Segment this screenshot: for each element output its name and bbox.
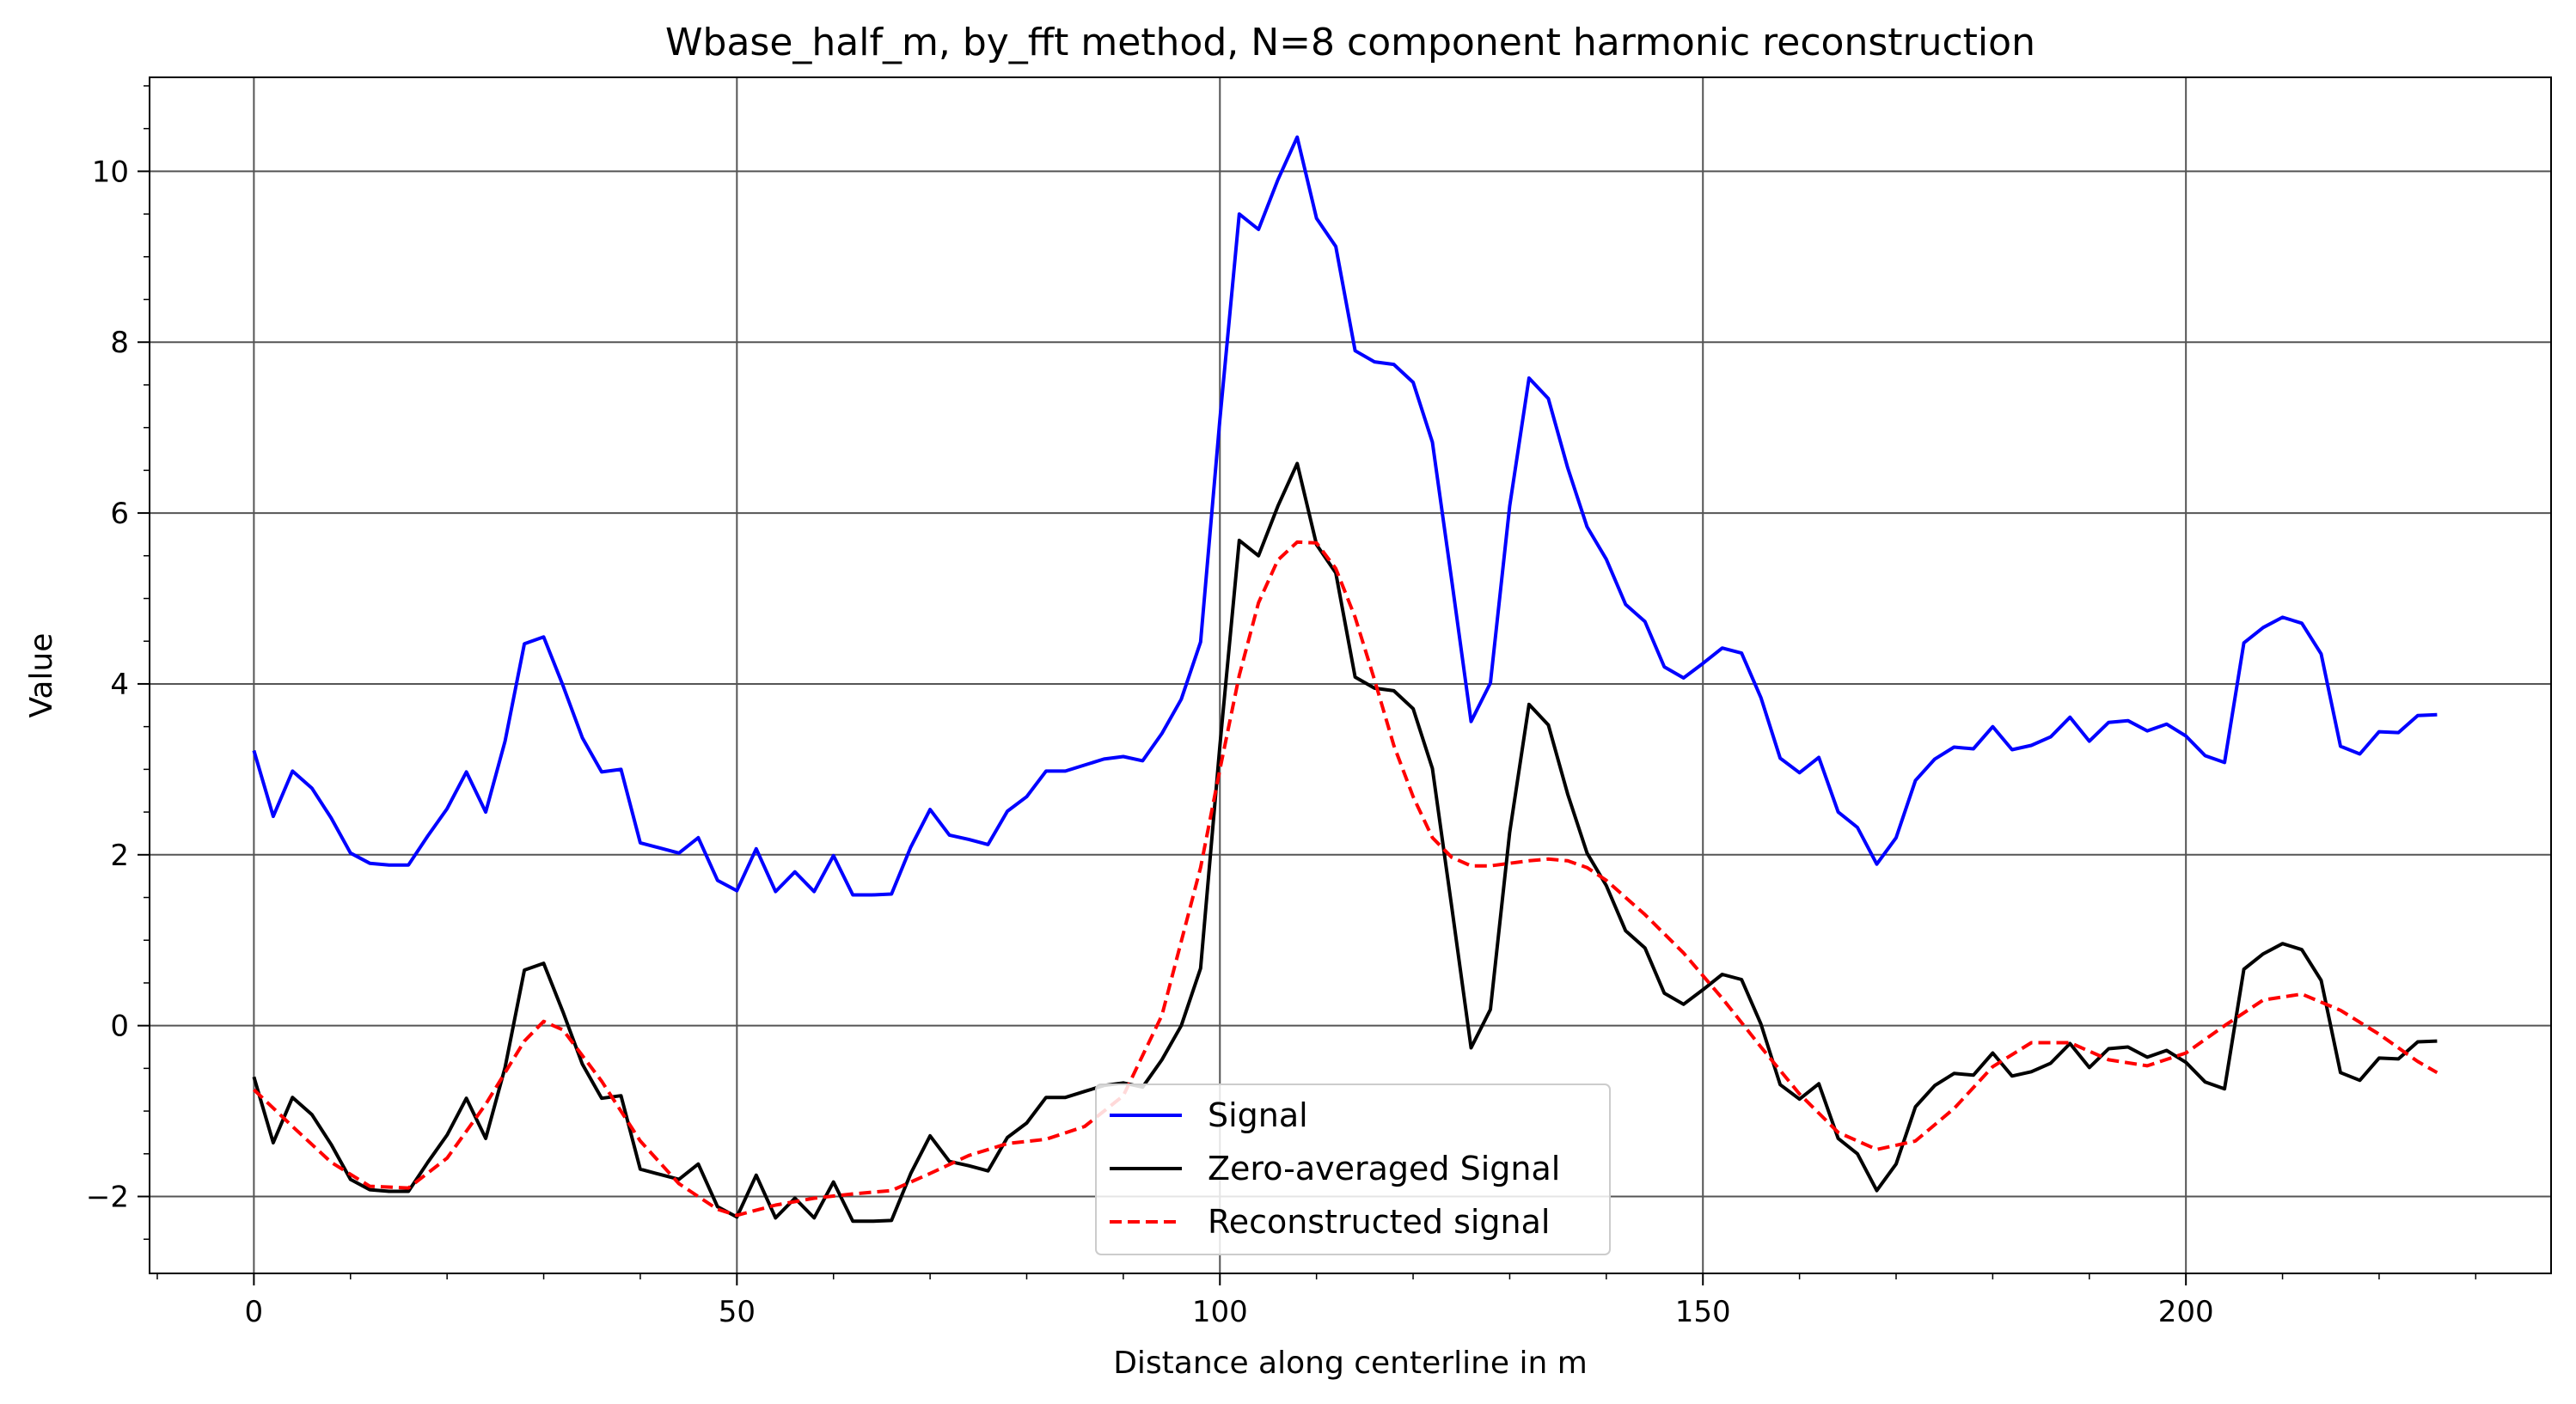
legend-label-1: Zero-averaged Signal <box>1208 1150 1560 1187</box>
legend: Signal Zero-averaged Signal Reconstructed … <box>1095 1084 1611 1255</box>
legend-label-0: Signal <box>1208 1096 1308 1134</box>
series-line-2 <box>253 540 2438 1218</box>
y-tick-label: 10 <box>92 155 129 189</box>
x-tick-label: 200 <box>2158 1295 2214 1329</box>
y-tick-label: 8 <box>110 326 129 360</box>
x-tick-label: 100 <box>1192 1295 1248 1329</box>
series-line-0 <box>252 135 2438 897</box>
x-axis-label: Distance along centerline in m <box>1113 1346 1588 1381</box>
y-tick-label: 6 <box>110 497 129 531</box>
legend-label-2: Reconstructed signal <box>1208 1203 1550 1241</box>
y-axis-label: Value <box>24 633 59 718</box>
legend-box <box>1095 1084 1611 1255</box>
chart-title: Wbase_half_m, by_fft method, N=8 compone… <box>665 21 2035 64</box>
y-tick-label: −2 <box>86 1181 129 1215</box>
series-lines <box>252 135 2438 1224</box>
x-tick-label: 50 <box>719 1295 756 1329</box>
series-line-1 <box>252 461 2438 1224</box>
x-tick-label: 150 <box>1675 1295 1731 1329</box>
axis-ticks: 0 50 100 150 200 −2 0 2 4 6 8 10 <box>86 85 2477 1329</box>
x-tick-label: 0 <box>245 1295 264 1329</box>
y-tick-label: 2 <box>110 839 129 873</box>
y-tick-label: 0 <box>110 1010 129 1044</box>
plot-frame <box>149 76 2552 1274</box>
grid <box>150 77 2551 1273</box>
y-tick-label: 4 <box>110 668 129 702</box>
